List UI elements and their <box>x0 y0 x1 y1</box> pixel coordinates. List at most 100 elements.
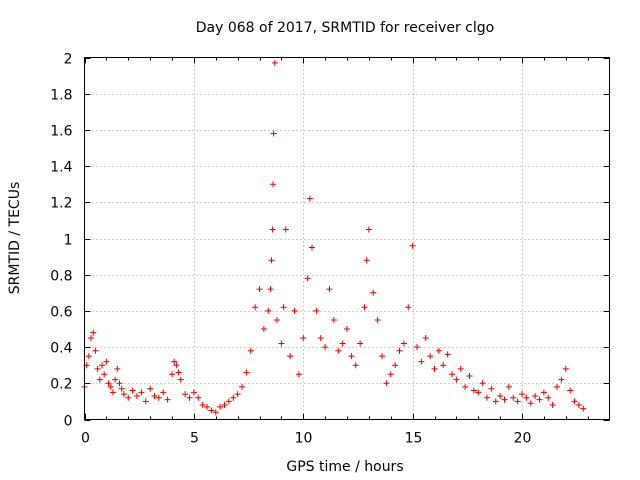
data-point <box>418 358 425 365</box>
data-point <box>90 329 97 336</box>
data-point <box>280 304 287 311</box>
y-tick-label: 1.6 <box>50 124 72 140</box>
data-point <box>536 396 543 403</box>
x-tick-label: 5 <box>190 431 199 447</box>
data-point <box>488 385 495 392</box>
x-tick-label: 20 <box>514 431 532 447</box>
data-point <box>440 362 447 369</box>
data-point <box>252 304 259 311</box>
data-point <box>497 392 504 399</box>
data-point <box>169 371 175 378</box>
x-tick-labels: 0 5 10 15 20 <box>81 431 531 447</box>
data-point <box>116 380 123 387</box>
data-point <box>267 286 274 293</box>
data-point <box>282 226 289 233</box>
data-point <box>101 371 108 378</box>
data-point <box>212 409 219 416</box>
data-point <box>195 394 202 401</box>
data-point <box>278 340 285 347</box>
data-point <box>118 385 125 392</box>
y-tick-label: 0.8 <box>50 269 72 285</box>
data-point <box>142 398 149 405</box>
data-point <box>309 244 315 251</box>
chart-title: Day 068 of 2017, SRMTID for receiver clg… <box>196 20 494 36</box>
data-point <box>492 398 499 405</box>
data-point <box>361 304 368 311</box>
data-point <box>444 351 451 358</box>
data-point <box>479 380 486 387</box>
data-point <box>175 369 182 376</box>
data-point <box>190 389 197 396</box>
data-point <box>470 387 477 394</box>
data-point <box>514 398 521 405</box>
data-point <box>387 371 394 378</box>
data-point <box>295 371 302 378</box>
data-point <box>134 392 140 399</box>
data-point <box>99 362 105 369</box>
y-tick-labels: 0 0.2 0.4 0.6 0.8 1 1.2 1.4 1.6 1.8 2 <box>50 52 72 430</box>
data-point <box>457 365 464 372</box>
data-point <box>462 383 469 390</box>
data-point <box>247 347 254 354</box>
data-point <box>532 392 539 399</box>
y-tick-label: 2 <box>64 52 73 68</box>
data-point <box>239 383 245 390</box>
data-point <box>164 396 171 403</box>
data-point <box>96 376 103 383</box>
data-point <box>271 59 278 66</box>
y-tick-label: 0 <box>64 414 73 430</box>
data-point <box>94 365 101 372</box>
data-point <box>580 405 587 412</box>
data-point <box>105 380 112 387</box>
data-point <box>274 316 280 323</box>
data-point <box>365 226 372 233</box>
data-point <box>88 335 95 342</box>
data-point <box>484 394 490 401</box>
y-tick-label: 0.2 <box>50 377 72 393</box>
data-point <box>225 398 232 405</box>
data-point <box>322 344 329 351</box>
data-point <box>268 257 275 264</box>
data-point <box>422 335 429 342</box>
data-point <box>177 376 184 383</box>
data-point <box>221 402 228 409</box>
x-tick-label: 15 <box>405 431 423 447</box>
data-point <box>138 389 145 396</box>
data-point <box>204 403 210 410</box>
data-point <box>182 391 189 398</box>
data-point <box>363 257 370 264</box>
data-point <box>510 394 517 401</box>
y-axis-title: SRMTID / TECUs <box>7 182 23 295</box>
data-point <box>269 226 276 233</box>
data-point <box>306 195 313 202</box>
y-tick-label: 1.4 <box>50 160 72 176</box>
data-point <box>304 275 311 282</box>
data-point <box>370 289 377 296</box>
data-point <box>453 376 460 383</box>
data-point <box>208 407 215 414</box>
data-point <box>396 347 403 354</box>
data-point <box>519 391 525 398</box>
data-point <box>405 304 412 311</box>
data-point <box>270 181 277 188</box>
data-point <box>92 347 99 354</box>
data-point <box>120 391 127 398</box>
data-point <box>151 392 158 399</box>
data-point <box>575 402 582 409</box>
data-point <box>330 316 337 323</box>
data-point <box>527 400 534 407</box>
y-tick-label: 1.2 <box>50 196 72 212</box>
data-point <box>112 376 119 383</box>
data-point <box>475 389 482 396</box>
x-tick-label: 0 <box>81 431 90 447</box>
axis-ticks <box>84 57 610 421</box>
data-point <box>505 383 512 390</box>
data-point <box>339 340 346 347</box>
data-point <box>414 344 420 351</box>
data-point <box>344 326 350 332</box>
data-point <box>449 371 455 378</box>
x-axis-title: GPS time / hours <box>286 459 403 475</box>
data-point <box>545 394 552 401</box>
